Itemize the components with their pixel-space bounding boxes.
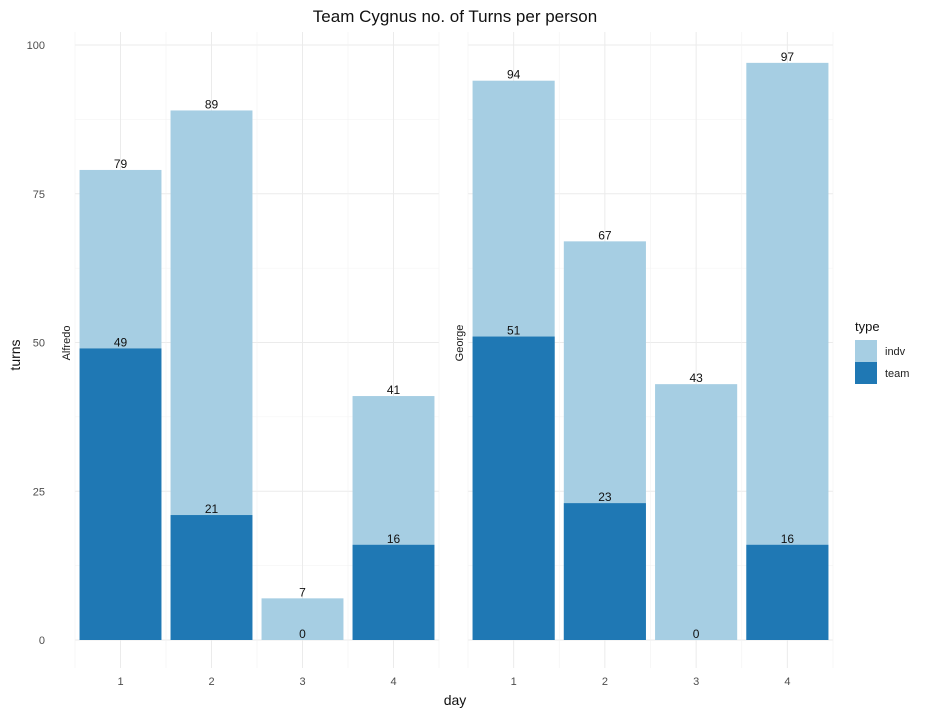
y-axis-title: turns (7, 339, 23, 370)
legend-swatch-indv (855, 340, 877, 362)
y-tick-label: 0 (39, 635, 45, 647)
bar-team (472, 336, 555, 640)
data-label-team: 16 (781, 532, 795, 546)
x-tick-label: 2 (602, 676, 608, 688)
data-label-team: 23 (598, 490, 612, 504)
bar-team (563, 503, 646, 640)
bar-team (170, 515, 253, 640)
legend-title: type (855, 319, 880, 334)
y-tick-label: 75 (33, 189, 45, 201)
x-axis-title: day (444, 692, 467, 708)
legend-label-team: team (885, 368, 909, 380)
x-tick-label: 3 (299, 676, 305, 688)
y-tick-label: 50 (33, 338, 45, 350)
data-label-team: 21 (205, 502, 219, 516)
data-label-indv: 89 (205, 97, 219, 111)
bar-team (79, 348, 162, 640)
x-tick-label: 1 (511, 676, 517, 688)
data-label-indv: 94 (507, 68, 521, 82)
data-label-team: 49 (114, 335, 128, 349)
data-label-indv: 7 (299, 585, 306, 599)
bar-indv (746, 62, 829, 641)
data-label-team: 51 (507, 324, 521, 338)
x-tick-label: 3 (693, 676, 699, 688)
data-label-team: 0 (693, 627, 700, 641)
y-tick-label: 100 (27, 40, 45, 52)
x-tick-label: 4 (390, 676, 396, 688)
data-label-team: 16 (387, 532, 401, 546)
facet-label-george: George (454, 325, 466, 362)
chart-title: Team Cygnus no. of Turns per person (313, 7, 597, 26)
data-label-indv: 97 (781, 50, 795, 64)
legend-swatch-team (855, 362, 877, 384)
data-label-team: 0 (299, 627, 306, 641)
legend-label-indv: indv (885, 346, 906, 358)
x-tick-label: 2 (208, 676, 214, 688)
data-label-indv: 67 (598, 228, 612, 242)
bar-team (746, 544, 829, 640)
bar-team (352, 544, 435, 640)
bar-indv (655, 384, 738, 640)
bar-indv (261, 598, 344, 640)
legend: type indv team (855, 319, 909, 384)
data-label-indv: 43 (689, 371, 703, 385)
facet-panel-alfredo: Alfredo 79 89 7 41 49 21 0 16 1 2 3 4 0 25 50 75 100 (27, 32, 440, 688)
data-label-indv: 79 (114, 157, 128, 171)
x-tick-label: 1 (117, 676, 123, 688)
x-tick-label: 4 (784, 676, 790, 688)
data-label-indv: 41 (387, 383, 401, 397)
y-tick-label: 25 (33, 486, 45, 498)
facet-label-alfredo: Alfredo (61, 326, 73, 361)
